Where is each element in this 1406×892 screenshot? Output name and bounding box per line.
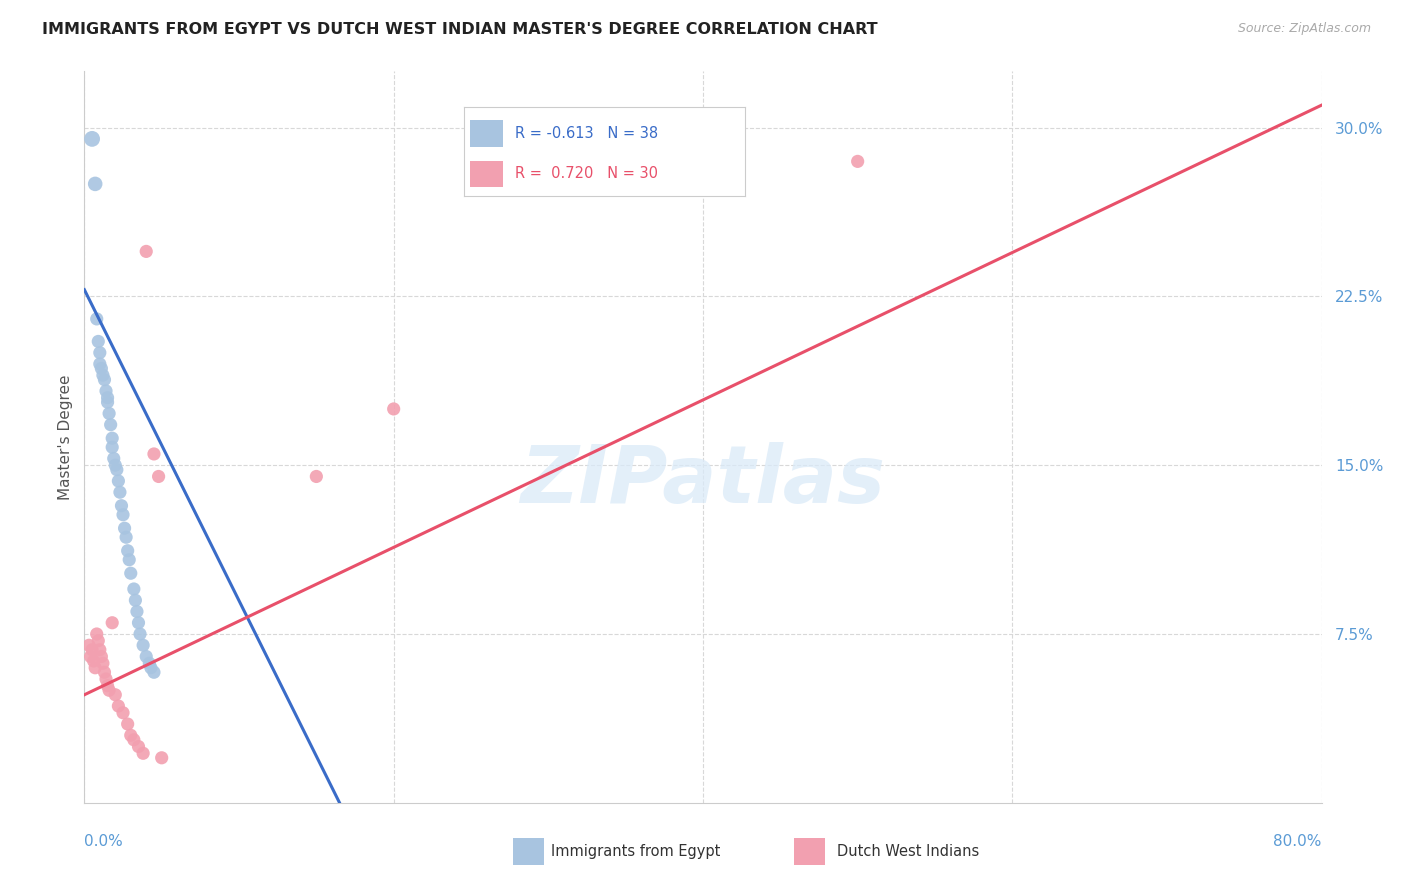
Point: [138, 657, 160, 671]
Point: [87, 633, 110, 648]
Point: [84, 661, 107, 675]
Point: [82, 132, 104, 146]
Y-axis label: Master's Degree: Master's Degree: [58, 375, 73, 500]
Point: [135, 649, 157, 664]
Point: [91, 657, 114, 671]
Point: [93, 665, 115, 680]
Text: IMMIGRANTS FROM EGYPT VS DUTCH WEST INDIAN MASTER'S DEGREE CORRELATION CHART: IMMIGRANTS FROM EGYPT VS DUTCH WEST INDI…: [42, 22, 877, 37]
Point: [132, 746, 155, 760]
Point: [98, 407, 121, 421]
Point: [94, 384, 117, 398]
Point: [120, 566, 142, 581]
Point: [112, 706, 135, 720]
Point: [114, 521, 136, 535]
Point: [77, 638, 100, 652]
Point: [89, 357, 111, 371]
Point: [125, 605, 148, 619]
Point: [96, 395, 118, 409]
Point: [107, 699, 129, 714]
Point: [89, 345, 111, 359]
Text: 0.0%: 0.0%: [84, 834, 124, 849]
Point: [84, 177, 107, 191]
Point: [90, 649, 112, 664]
Point: [115, 530, 138, 544]
Point: [118, 553, 141, 567]
Point: [89, 642, 111, 657]
FancyBboxPatch shape: [470, 161, 503, 187]
Text: R =  0.720   N = 30: R = 0.720 N = 30: [515, 167, 658, 181]
Point: [105, 463, 128, 477]
Point: [122, 582, 145, 596]
Point: [110, 499, 132, 513]
Point: [104, 458, 127, 473]
Point: [127, 615, 149, 630]
Point: [103, 451, 125, 466]
Point: [124, 593, 146, 607]
Text: R = -0.613   N = 38: R = -0.613 N = 38: [515, 127, 658, 141]
Point: [135, 244, 157, 259]
Point: [107, 474, 129, 488]
Point: [93, 373, 115, 387]
Point: [139, 661, 162, 675]
Point: [117, 543, 139, 558]
Point: [79, 649, 101, 664]
Text: ZIPatlas: ZIPatlas: [520, 442, 886, 520]
Point: [83, 654, 105, 668]
Point: [120, 728, 142, 742]
Point: [143, 447, 166, 461]
Point: [846, 154, 869, 169]
Point: [101, 440, 124, 454]
Point: [305, 469, 328, 483]
Text: 80.0%: 80.0%: [1274, 834, 1322, 849]
Point: [101, 615, 124, 630]
Point: [104, 688, 127, 702]
Point: [101, 431, 124, 445]
Point: [108, 485, 131, 500]
Point: [129, 627, 152, 641]
Point: [86, 627, 108, 641]
Point: [87, 334, 110, 349]
Point: [86, 312, 108, 326]
Text: Immigrants from Egypt: Immigrants from Egypt: [551, 845, 720, 859]
Text: Source: ZipAtlas.com: Source: ZipAtlas.com: [1237, 22, 1371, 36]
Point: [94, 672, 117, 686]
Point: [382, 401, 405, 416]
Point: [96, 679, 118, 693]
Point: [143, 665, 166, 680]
Point: [122, 732, 145, 747]
Point: [98, 683, 121, 698]
Point: [100, 417, 122, 432]
Point: [90, 361, 112, 376]
Point: [127, 739, 149, 754]
FancyBboxPatch shape: [470, 120, 503, 147]
Point: [82, 642, 104, 657]
Text: Dutch West Indians: Dutch West Indians: [837, 845, 979, 859]
Point: [150, 751, 173, 765]
Point: [96, 391, 118, 405]
Point: [117, 717, 139, 731]
Point: [148, 469, 170, 483]
Point: [112, 508, 135, 522]
Point: [91, 368, 114, 383]
Point: [132, 638, 155, 652]
